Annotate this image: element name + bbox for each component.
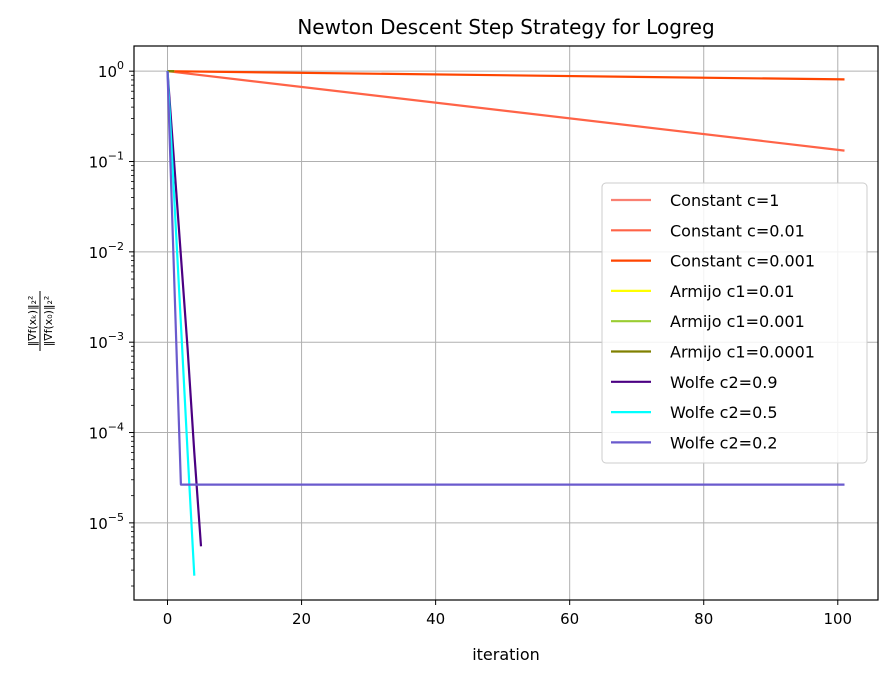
y-tick-exponent: −3 [108,330,124,343]
legend-label: Armijo c1=0.01 [670,282,795,301]
chart-title: Newton Descent Step Strategy for Logreg [297,15,714,39]
y-tick-label: 10−5 [89,511,124,533]
legend: Constant c=1 Constant c=0.01 Constant c=0.… [601,182,868,464]
y-axis-label-numerator: ‖∇f(xₖ)‖₂² [26,296,39,347]
y-tick-label: 10−3 [89,330,124,352]
x-tick-label: 20 [292,610,311,628]
y-tick-base: 10 [89,425,108,443]
x-axis-label: iteration [472,645,540,664]
y-tick-label: 10−4 [89,421,124,443]
legend-box [601,182,868,464]
y-tick-label: 10−2 [89,240,124,262]
plot-frame [133,45,879,601]
y-tick-exponent: −2 [108,240,124,253]
series-line-9 [166,71,845,486]
legend-label: Wolfe c2=0.5 [670,403,778,422]
legend-label: Constant c=0.01 [670,221,805,240]
x-tick-label: 60 [560,610,579,628]
y-tick-exponent: −1 [108,150,124,163]
series-line-8 [166,71,196,576]
x-tick-label: 0 [163,610,173,628]
legend-label: Wolfe c2=0.2 [670,433,778,452]
y-tick-base: 10 [89,154,108,172]
y-tick-base: 10 [89,515,108,533]
y-tick-label: 10−1 [89,150,124,172]
x-tick-label: 100 [823,610,852,628]
y-tick-exponent: −5 [108,511,124,524]
legend-label: Constant c=0.001 [670,252,815,271]
y-tick-exponent: −4 [108,421,124,434]
y-tick-base: 10 [89,334,108,352]
y-axis-label-denominator: ‖∇f(x₀)‖₂² [42,296,55,347]
y-tick-base: 10 [89,244,108,262]
series-line-7 [166,71,203,547]
x-axis: 0 20 40 60 80 100 [163,600,852,628]
x-tick-label: 80 [694,610,713,628]
x-tick-label: 40 [426,610,445,628]
legend-label: Constant c=1 [670,191,779,210]
y-axis-label: ‖∇f(xₖ)‖₂² ‖∇f(x₀)‖₂² [26,291,55,351]
legend-label: Wolfe c2=0.9 [670,373,778,392]
y-tick-label: 100 [98,59,124,81]
series-line-2 [167,70,845,152]
legend-label: Armijo c1=0.0001 [670,343,815,362]
y-tick-base: 10 [98,63,117,81]
series-line-3 [167,70,845,81]
series-layer [166,70,845,576]
y-tick-exponent: 0 [117,59,124,72]
legend-label: Armijo c1=0.001 [670,312,805,331]
